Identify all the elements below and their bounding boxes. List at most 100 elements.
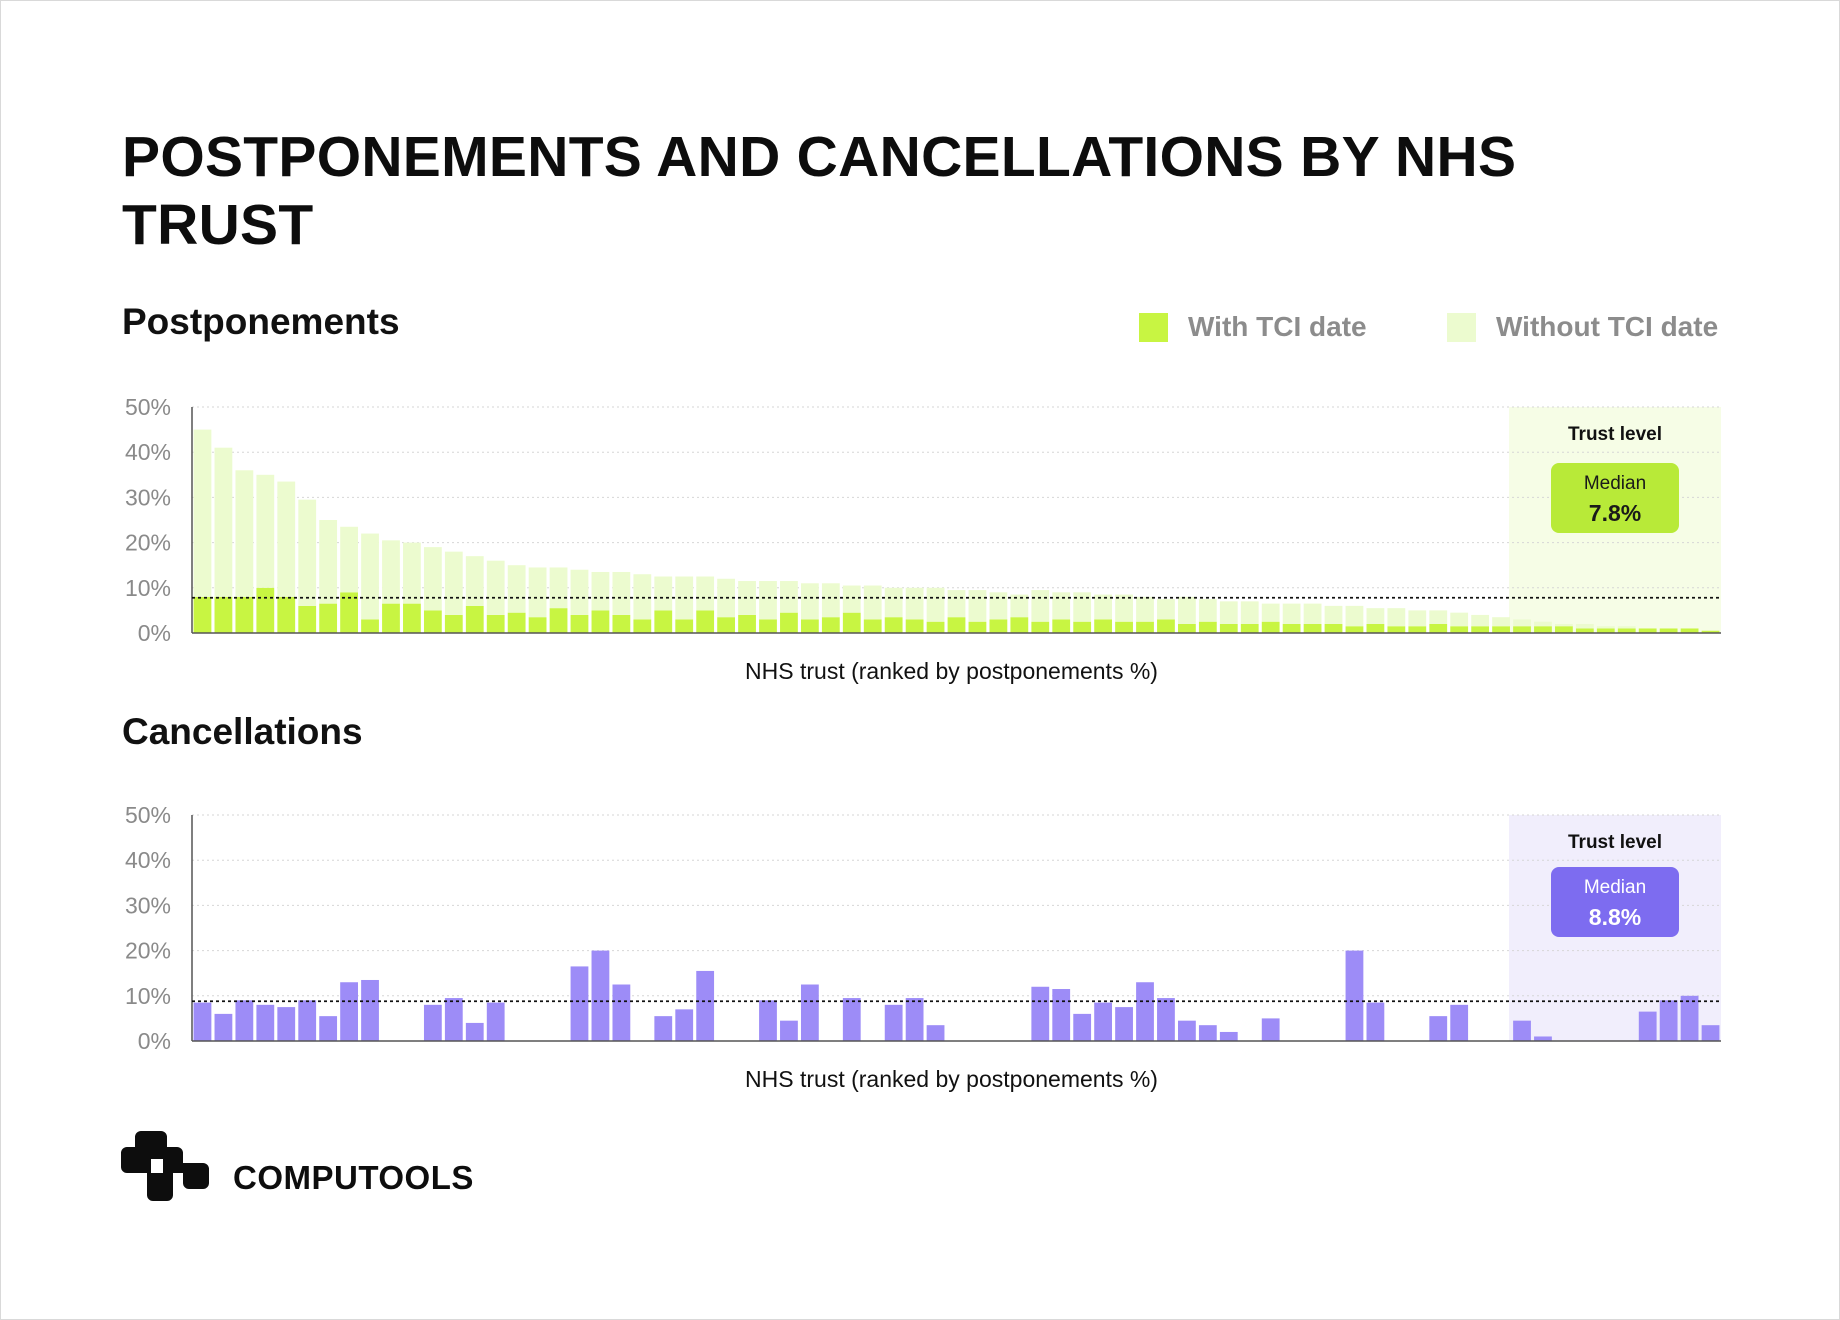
bar-with-tci: [842, 612, 861, 633]
bar-with-tci: [1031, 621, 1050, 633]
bar-without-tci: [1492, 617, 1510, 627]
bar-cancellations: [759, 1000, 777, 1041]
bar-without-tci: [319, 520, 338, 604]
legend-swatch-without-tci: [1447, 312, 1476, 342]
bar-cancellations: [1701, 1025, 1720, 1041]
bar-with-tci: [1659, 628, 1678, 633]
bar-with-tci: [570, 614, 589, 633]
y-tick-label: 30%: [125, 484, 171, 510]
bar-with-tci: [1366, 623, 1385, 633]
bar-without-tci: [444, 551, 463, 615]
bar-with-tci: [1094, 619, 1113, 633]
bar-cancellations: [1429, 1016, 1448, 1041]
bar-with-tci: [1701, 630, 1720, 633]
bar-cancellations: [1073, 1013, 1092, 1041]
bar-without-tci: [528, 567, 547, 618]
bar-cancellations: [444, 998, 463, 1041]
bar-without-tci: [1617, 626, 1636, 629]
bar-with-tci: [298, 605, 317, 633]
bar-cancellations: [214, 1013, 233, 1041]
bar-without-tci: [1303, 603, 1322, 624]
bar-without-tci: [1471, 614, 1490, 627]
bar-without-tci: [549, 567, 568, 609]
bar-with-tci: [780, 612, 798, 633]
bar-with-tci: [465, 605, 484, 633]
bar-with-tci: [1638, 628, 1657, 633]
legend-label-with-tci: With TCI date: [1188, 311, 1367, 342]
bar-cancellations: [654, 1016, 673, 1041]
bar-without-tci: [1429, 610, 1448, 624]
bar-with-tci: [423, 610, 442, 633]
bar-without-tci: [361, 533, 379, 620]
bar-cancellations: [842, 998, 861, 1041]
legend-swatch-with-tci: [1139, 312, 1168, 342]
bar-without-tci: [821, 583, 840, 618]
bar-with-tci: [486, 614, 505, 633]
bar-with-tci: [1575, 628, 1594, 633]
y-tick-label: 50%: [125, 394, 171, 420]
bar-without-tci: [842, 585, 861, 613]
bar-with-tci: [1492, 626, 1510, 633]
bar-with-tci: [947, 617, 966, 633]
bar-with-tci: [1596, 628, 1615, 633]
y-tick-label: 0%: [138, 1028, 171, 1054]
bar-cancellations: [319, 1016, 338, 1041]
bar-cancellations: [1219, 1031, 1238, 1041]
bar-cancellations: [612, 984, 631, 1041]
bar-with-tci: [1261, 621, 1280, 633]
bar-without-tci: [884, 587, 903, 618]
bar-cancellations: [1345, 950, 1364, 1041]
bar-with-tci: [654, 610, 673, 633]
bar-without-tci: [905, 587, 924, 620]
bar-cancellations: [423, 1004, 442, 1041]
bar-cancellations: [235, 1000, 254, 1041]
bar-with-tci: [1471, 626, 1490, 633]
bar-without-tci: [1031, 590, 1050, 622]
legend-with-tci: With TCI date: [1139, 307, 1367, 347]
bar-cancellations: [696, 970, 715, 1041]
y-tick-label: 10%: [125, 983, 171, 1009]
y-tick-label: 0%: [138, 620, 171, 646]
postponements-chart: 0% 10% 20% 30% 40% 50% Trust level Median 7.8% NH…: [125, 394, 1721, 684]
bar-with-tci: [1136, 621, 1154, 633]
bar-with-tci: [1408, 626, 1427, 633]
brand-name: COMPUTOOLS: [233, 1159, 474, 1196]
bar-with-tci: [1240, 623, 1259, 633]
bar-cancellations: [486, 1002, 505, 1041]
bar-without-tci: [1513, 619, 1531, 627]
bar-without-tci: [193, 429, 212, 597]
bar-with-tci: [675, 619, 694, 633]
x-axis-label: NHS trust (ranked by postponements %): [745, 1066, 1158, 1092]
bar-with-tci: [591, 610, 610, 633]
bar-with-tci: [1680, 628, 1699, 633]
bar-cancellations: [780, 1020, 798, 1041]
bar-with-tci: [884, 617, 903, 633]
bar-with-tci: [612, 614, 631, 633]
bar-with-tci: [968, 621, 987, 633]
bar-without-tci: [1345, 605, 1364, 627]
bar-with-tci: [382, 603, 400, 633]
bar-with-tci: [1555, 626, 1573, 633]
bar-without-tci: [989, 592, 1008, 620]
bar-cancellations: [1513, 1020, 1531, 1041]
bar-without-tci: [1198, 599, 1217, 622]
bar-cancellations: [1450, 1004, 1469, 1041]
bar-cancellations: [340, 982, 358, 1041]
cancellations-chart: 0% 10% 20% 30% 40% 50% Trust level Median 8.8% NH…: [125, 802, 1721, 1092]
bar-without-tci: [780, 581, 798, 613]
bar-cancellations: [193, 1002, 212, 1041]
bar-without-tci: [1157, 599, 1175, 620]
bar-without-tci: [465, 556, 484, 606]
bar-with-tci: [1010, 617, 1029, 633]
median-value: 7.8%: [1589, 500, 1641, 526]
median-value: 8.8%: [1589, 904, 1641, 930]
bar-with-tci: [905, 619, 924, 633]
bar-with-tci: [1429, 623, 1448, 633]
bar-without-tci: [1282, 603, 1301, 624]
bar-with-tci: [507, 612, 526, 633]
bar-cancellations: [277, 1007, 296, 1041]
median-label: Median: [1584, 877, 1646, 898]
bar-without-tci: [926, 587, 945, 622]
bar-cancellations: [1261, 1018, 1280, 1041]
